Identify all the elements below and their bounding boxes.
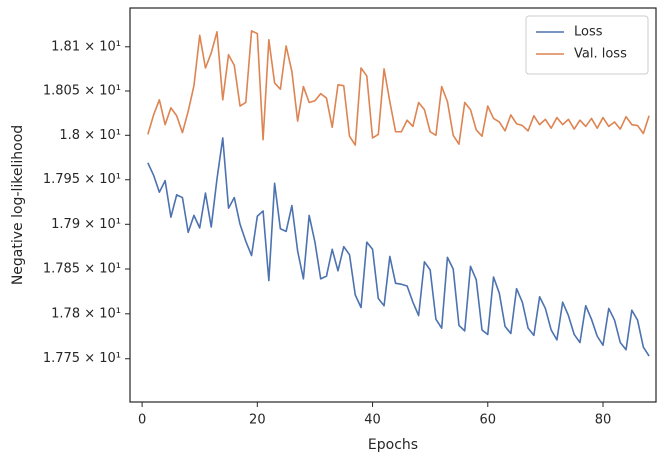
legend-label: Loss xyxy=(574,25,603,40)
x-axis-label: Epochs xyxy=(368,437,418,453)
x-tick-label: 80 xyxy=(595,413,612,428)
y-tick-label: 1.8 × 10¹ xyxy=(59,128,121,143)
y-tick-label: 1.805 × 10¹ xyxy=(43,83,121,98)
plot-frame xyxy=(129,7,657,403)
y-tick-label: 1.785 × 10¹ xyxy=(43,261,121,276)
line-series xyxy=(147,30,650,146)
y-tick-label: 1.81 × 10¹ xyxy=(51,39,121,54)
x-tick-label: 60 xyxy=(479,413,496,428)
line-series xyxy=(147,137,650,357)
x-tick-label: 40 xyxy=(364,413,381,428)
y-tick-label: 1.79 × 10¹ xyxy=(51,217,121,232)
y-tick-label: 1.795 × 10¹ xyxy=(43,172,121,187)
x-tick-label: 0 xyxy=(138,413,146,428)
y-axis-label: Negative log-likelihood xyxy=(10,125,26,285)
legend-box xyxy=(525,15,649,75)
y-tick-label: 1.775 × 10¹ xyxy=(43,351,121,366)
legend-label: Val. loss xyxy=(574,47,627,62)
y-tick-label: 1.78 × 10¹ xyxy=(51,306,121,321)
x-tick-label: 20 xyxy=(249,413,266,428)
